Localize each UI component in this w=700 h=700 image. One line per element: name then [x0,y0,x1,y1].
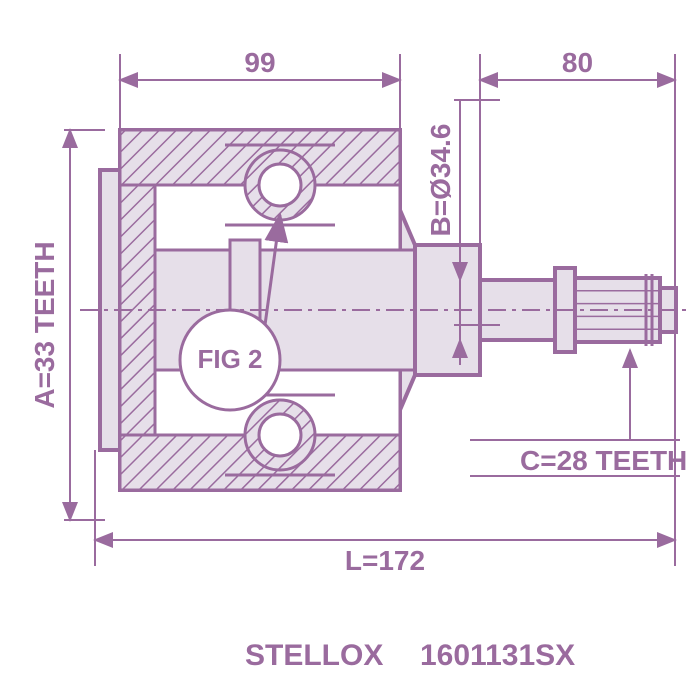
svg-text:FIG 2: FIG 2 [197,344,262,374]
svg-text:80: 80 [562,47,593,78]
svg-text:1601131SX: 1601131SX [420,639,575,672]
svg-text:99: 99 [244,47,275,78]
svg-text:L=172: L=172 [345,545,425,576]
svg-text:C=28 TEETH: C=28 TEETH [520,445,687,476]
svg-text:STELLOX: STELLOX [245,639,383,672]
svg-text:B=Ø34.6: B=Ø34.6 [425,124,456,237]
svg-text:A=33 TEETH: A=33 TEETH [29,241,60,408]
